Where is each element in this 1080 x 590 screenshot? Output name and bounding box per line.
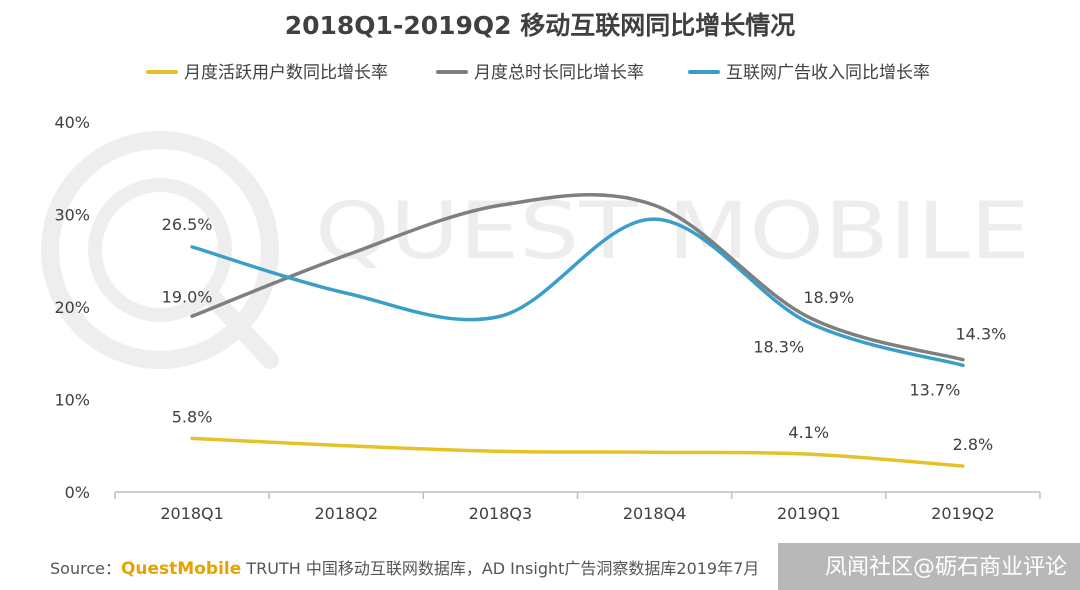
data-label: 13.7%: [910, 380, 961, 399]
watermark-logo-inner-ring: [88, 178, 232, 322]
source-note: Source：QuestMobile TRUTH 中国移动互联网数据库，AD I…: [50, 559, 759, 579]
x-tick-label: 2018Q2: [315, 504, 379, 523]
legend-item: 互联网广告收入同比增长率: [688, 63, 930, 83]
data-label: 4.1%: [788, 423, 829, 442]
legend-item: 月度总时长同比增长率: [436, 63, 644, 83]
watermark-logo-tail: [206, 291, 279, 369]
legend-label: 月度总时长同比增长率: [474, 63, 644, 83]
data-labels: 5.8% 4.1% 2.8% 19.0% 18.9% 14.3% 26.5% 18.3% 13.…: [162, 215, 1007, 454]
y-tick-label: 30%: [54, 206, 90, 225]
chart-title: 2018Q1-2019Q2 移动互联网同比增长情况: [285, 11, 796, 40]
data-label: 5.8%: [172, 407, 213, 426]
credit-text: 凤闻社区@砺石商业评论: [825, 555, 1067, 580]
credit-background: [778, 543, 1080, 590]
y-axis: 0% 10% 20% 30% 40%: [54, 113, 90, 502]
legend: 月度活跃用户数同比增长率 月度总时长同比增长率 互联网广告收入同比增长率: [146, 63, 930, 83]
series-line: [190, 193, 965, 362]
x-tick-label: 2018Q4: [623, 504, 687, 523]
y-tick-label: 10%: [54, 391, 90, 410]
x-axis: 2018Q1 2018Q2 2018Q3 2018Q4 2019Q1 2019Q2: [114, 491, 1041, 523]
data-label: 14.3%: [956, 325, 1007, 344]
series-group: [190, 193, 965, 468]
data-label: 26.5%: [162, 215, 213, 234]
legend-item: 月度活跃用户数同比增长率: [146, 63, 388, 83]
data-label: 2.8%: [953, 435, 994, 454]
watermark: QUEST MOBILE: [41, 131, 1030, 369]
x-tick-label: 2019Q2: [931, 504, 995, 523]
x-tick-label: 2018Q1: [160, 504, 224, 523]
data-label: 19.0%: [162, 287, 213, 306]
legend-label: 互联网广告收入同比增长率: [726, 63, 930, 83]
y-tick-label: 0%: [65, 483, 90, 502]
y-tick-label: 20%: [54, 298, 90, 317]
legend-label: 月度活跃用户数同比增长率: [184, 63, 388, 83]
source-brand: QuestMobile: [121, 559, 241, 579]
data-label: 18.9%: [803, 288, 854, 307]
x-tick-label: 2019Q1: [777, 504, 841, 523]
y-tick-label: 40%: [54, 113, 90, 132]
source-prefix: Source：: [50, 559, 121, 578]
data-label: 18.3%: [753, 338, 804, 357]
source-text: TRUTH 中国移动互联网数据库，AD Insight广告洞察数据库2019年7…: [241, 559, 759, 578]
watermark-text: QUEST MOBILE: [315, 187, 1030, 277]
x-tick-label: 2018Q3: [469, 504, 533, 523]
series-line: [190, 217, 965, 368]
series-line: [190, 436, 965, 468]
watermark-logo-outer-ring: [41, 131, 279, 369]
